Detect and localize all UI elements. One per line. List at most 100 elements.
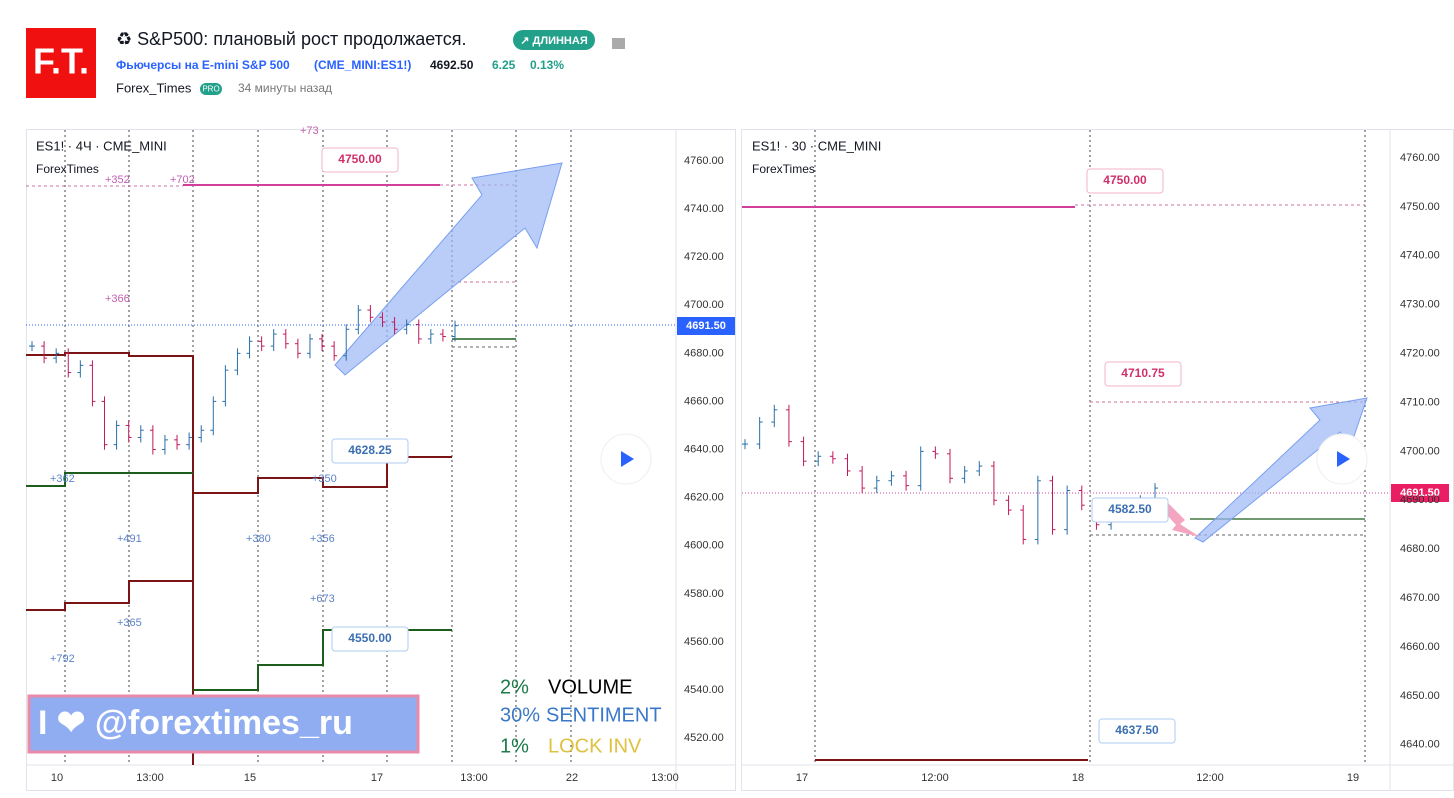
- annotation: +366: [105, 293, 130, 305]
- price-label-bg: [1098, 718, 1176, 744]
- annotation: +792: [50, 653, 75, 665]
- annotation: +673: [310, 593, 335, 605]
- y-tick-label: 4620.00: [684, 492, 724, 504]
- x-tick-label: 17: [796, 772, 808, 784]
- lock: [612, 38, 625, 49]
- y-tick-label: 4600.00: [684, 540, 724, 552]
- y-tick-label: 4750.00: [1400, 201, 1440, 213]
- price-label-bg: [1104, 361, 1182, 387]
- x-tick-label: 13:00: [651, 772, 679, 784]
- x-tick-label: 13:00: [136, 772, 164, 784]
- price-label-bg: [1086, 168, 1164, 194]
- time: 34 минуты назад: [238, 81, 332, 95]
- legend-name: VOLUME: [548, 676, 632, 698]
- legend-pct: 1%: [500, 735, 529, 757]
- left-frame: [26, 129, 736, 791]
- x-tick-label: 17: [371, 772, 383, 784]
- y-tick-label: 4720.00: [1400, 348, 1440, 360]
- legend-pct: 2%: [500, 676, 529, 698]
- annotation: +365: [117, 617, 142, 629]
- x-tick-label: 22: [566, 772, 578, 784]
- price-label: 4628.25: [348, 443, 392, 457]
- y-tick-label: 4660.00: [1400, 641, 1440, 653]
- author[interactable]: Forex_Times: [116, 80, 192, 95]
- price-label: 4710.75: [1121, 366, 1165, 380]
- y-tick-label: 4700.00: [1400, 445, 1440, 457]
- price-label-bg: [321, 147, 399, 173]
- price-tag: 4691.50: [1400, 487, 1440, 499]
- y-tick-label: 4740.00: [684, 203, 724, 215]
- price-tag: 4691.50: [686, 320, 726, 332]
- arrow: [1194, 397, 1368, 543]
- indicator: ForexTimes: [752, 162, 815, 176]
- instrument[interactable]: Фьючерсы на E-mini S&P 500: [116, 58, 290, 72]
- price-label: 4750.00: [338, 152, 382, 166]
- y-tick-label: 4740.00: [1400, 250, 1440, 262]
- y-tick-label: 4760.00: [684, 155, 724, 167]
- play-icon: [621, 451, 634, 467]
- y-tick-label: 4720.00: [684, 251, 724, 263]
- price-label: 4750.00: [1103, 173, 1147, 187]
- y-tick-label: 4680.00: [1400, 543, 1440, 555]
- annotation: +702: [170, 174, 195, 186]
- play-icon: [1337, 451, 1350, 467]
- price-label: 4637.50: [1115, 723, 1159, 737]
- annotation: +350: [312, 473, 337, 485]
- x-tick-label: 12:00: [921, 772, 949, 784]
- y-tick-label: 4640.00: [684, 444, 724, 456]
- y-tick-label: 4660.00: [684, 395, 724, 407]
- y-tick-label: 4540.00: [684, 684, 724, 696]
- y-tick-label: 4650.00: [1400, 690, 1440, 702]
- watermark-bg: [27, 694, 420, 754]
- y-tick-label: 4560.00: [684, 636, 724, 648]
- legend-name: LOCK INV: [548, 735, 642, 757]
- annotation: +362: [50, 473, 75, 485]
- indicator: ForexTimes: [36, 162, 99, 176]
- y-tick-label: 4700.00: [684, 299, 724, 311]
- y-tick-label: 4520.00: [684, 732, 724, 744]
- legend-pct: 30%: [500, 704, 540, 726]
- legend-name: SENTIMENT: [546, 704, 662, 726]
- y-tick-label: 4680.00: [684, 347, 724, 359]
- y-tick-label: 4670.00: [1400, 592, 1440, 604]
- dashed-levels: [26, 184, 1390, 536]
- change: 6.25: [492, 58, 516, 72]
- price: 4692.50: [430, 58, 474, 72]
- y-tick-label: 4640.00: [1400, 739, 1440, 751]
- x-tick-label: 12:00: [1196, 772, 1224, 784]
- symbol: ES1! · 4Ч · CME_MINI: [36, 138, 167, 153]
- arrow: [334, 162, 563, 376]
- x-tick-label: 10: [51, 772, 63, 784]
- price-label-bg: [1091, 497, 1169, 523]
- price-label-bg: [331, 438, 409, 464]
- price-label: 4550.00: [348, 631, 392, 645]
- change-pct: 0.13%: [530, 58, 564, 72]
- pro: PRO: [202, 85, 219, 94]
- x-tick-label: 18: [1072, 772, 1084, 784]
- y-tick-label: 4710.00: [1400, 396, 1440, 408]
- levels: [26, 184, 1365, 765]
- y-tick-label: 4690.00: [1400, 494, 1440, 506]
- badge: ↗ ДЛИННАЯ: [520, 35, 588, 47]
- price-label: 4582.50: [1108, 502, 1152, 516]
- annotation: +491: [117, 533, 142, 545]
- logo: F.T.: [33, 41, 89, 82]
- annotation: +380: [246, 533, 271, 545]
- watermark: I ❤ @forextimes_ru: [38, 704, 353, 742]
- symbol: ES1! · 30 · CME_MINI: [752, 138, 881, 153]
- y-tick-label: 4760.00: [1400, 152, 1440, 164]
- x-tick-label: 15: [244, 772, 256, 784]
- x-tick-label: 13:00: [460, 772, 488, 784]
- price-tag-bg: [1391, 484, 1449, 502]
- logo-box: [26, 28, 96, 98]
- ticker[interactable]: (CME_MINI:ES1!): [314, 58, 411, 72]
- price-tag-bg: [677, 317, 735, 335]
- annotation: +73: [300, 125, 319, 137]
- idea-title: ♻ S&P500: плановый рост продолжается.: [116, 29, 466, 49]
- badge-bg: [513, 30, 595, 50]
- price-label-bg: [331, 626, 409, 652]
- pro-bg: [200, 83, 222, 95]
- y-tick-label: 4580.00: [684, 588, 724, 600]
